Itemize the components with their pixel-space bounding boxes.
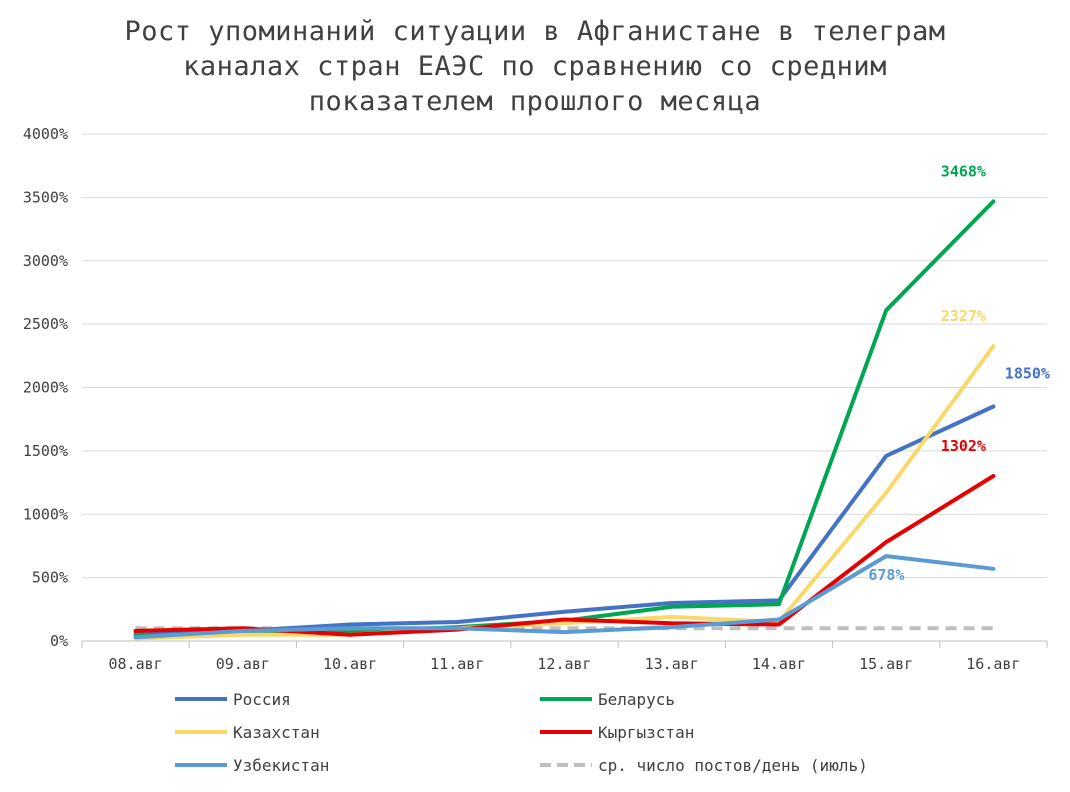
data-label: 1302% — [941, 437, 986, 455]
y-tick-label: 1000% — [23, 505, 68, 523]
data-label: 3468% — [941, 162, 986, 180]
legend-label: Узбекистан — [233, 756, 329, 775]
y-tick-label: 3000% — [23, 252, 68, 270]
y-tick-label: 500% — [32, 569, 68, 587]
x-tick-label: 09.авг — [216, 655, 270, 673]
x-tick-label: 11.авг — [430, 655, 484, 673]
data-label: 678% — [868, 566, 904, 584]
series-line — [133, 554, 996, 640]
legend-label: Кыргызстан — [598, 723, 694, 742]
x-tick-label: 14.авг — [752, 655, 806, 673]
legend-label: Россия — [233, 690, 291, 709]
legend-label: Казахстан — [233, 723, 320, 742]
series-line — [133, 344, 996, 641]
y-tick-label: 4000% — [23, 125, 68, 143]
y-tick-label: 0% — [50, 632, 68, 650]
chart-title: Рост упоминаний ситуации в Афганистане в… — [124, 16, 946, 117]
legend-label: ср. число постов/день (июль) — [598, 756, 868, 775]
y-tick-label: 2000% — [23, 379, 68, 397]
legend-label: Беларусь — [598, 690, 675, 709]
x-tick-label: 13.авг — [645, 655, 699, 673]
data-label: 2327% — [941, 307, 986, 325]
y-tick-label: 1500% — [23, 442, 68, 460]
x-tick-label: 10.авг — [323, 655, 377, 673]
y-tick-label: 2500% — [23, 315, 68, 333]
x-tick-label: 12.авг — [537, 655, 591, 673]
x-tick-label: 15.авг — [859, 655, 913, 673]
data-label: 1850% — [1005, 365, 1050, 383]
y-tick-label: 3500% — [23, 188, 68, 206]
x-tick-label: 08.авг — [109, 655, 163, 673]
x-tick-label: 16.авг — [966, 655, 1020, 673]
